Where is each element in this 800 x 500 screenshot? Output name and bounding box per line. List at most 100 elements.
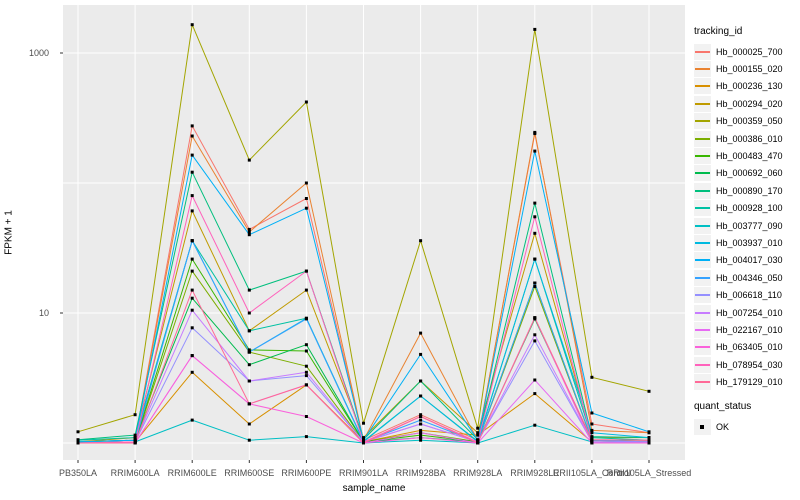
legend-key	[694, 200, 711, 217]
legend-key-line	[695, 189, 710, 192]
data-point	[304, 415, 308, 418]
legend-key-line	[695, 137, 710, 140]
data-point	[533, 201, 537, 205]
data-point	[362, 421, 365, 425]
legend-key	[694, 78, 711, 95]
legend-item: Hb_003777_090	[694, 217, 798, 234]
data-point	[419, 436, 423, 440]
legend-key-line	[695, 363, 710, 366]
quant-legend-label: OK	[716, 421, 730, 432]
data-point	[590, 422, 594, 426]
data-point	[304, 206, 308, 210]
legend-key	[694, 374, 711, 391]
legend-item: Hb_063405_010	[694, 339, 798, 356]
data-point	[304, 364, 308, 368]
legend-key	[694, 356, 711, 373]
data-point	[247, 348, 251, 352]
legend-item-label: Hb_000359_050	[716, 116, 783, 127]
data-point	[190, 170, 194, 174]
legend-key	[694, 269, 711, 286]
data-point	[533, 339, 537, 343]
data-point	[190, 194, 194, 198]
data-point	[647, 430, 651, 434]
data-point	[304, 343, 308, 347]
data-point	[476, 438, 480, 442]
data-point	[419, 438, 423, 442]
data-point	[533, 257, 537, 261]
data-point	[304, 435, 308, 439]
data-point	[190, 23, 194, 27]
x-tick-label: PB350LA	[58, 468, 98, 478]
data-point	[362, 436, 365, 440]
x-tick-label: RRIM928LA	[453, 468, 503, 478]
legend-key-line	[695, 276, 710, 279]
data-point	[533, 392, 537, 396]
data-point	[419, 352, 423, 356]
data-point	[590, 436, 594, 440]
x-tick-label: RRIM600LE	[167, 468, 217, 478]
legend-item-label: Hb_000236_130	[716, 81, 783, 92]
legend-item-label: Hb_078954_030	[716, 359, 783, 370]
data-point	[190, 269, 194, 273]
data-point	[133, 441, 137, 445]
legend-item-label: Hb_000890_170	[716, 185, 783, 196]
legend-item: Hb_006618_110	[694, 286, 798, 304]
legend-item-label: Hb_004346_050	[716, 272, 783, 283]
data-point	[247, 379, 251, 383]
legend-item: Hb_000890_170	[694, 182, 798, 199]
data-point	[590, 441, 594, 445]
data-point	[190, 209, 194, 213]
data-point	[533, 149, 537, 153]
data-point	[590, 438, 594, 442]
data-point	[304, 197, 308, 200]
data-point	[247, 233, 251, 237]
legend-item: Hb_004346_050	[694, 269, 798, 286]
y-tick-label: 10	[38, 307, 49, 318]
y-tick-label: 1000	[28, 47, 49, 58]
legend-item-label: Hb_000928_100	[716, 203, 783, 214]
legend-item-label: Hb_179129_010	[716, 377, 783, 388]
data-point	[190, 354, 194, 358]
x-axis-title: sample_name	[342, 483, 406, 494]
data-point	[647, 438, 651, 442]
legend-item-label: Hb_000386_010	[716, 133, 783, 144]
legend-key-line	[695, 224, 710, 227]
legend-title-tracking-id: tracking_id	[694, 26, 743, 37]
data-point	[76, 430, 80, 434]
data-point	[304, 100, 308, 104]
legend-key-line	[695, 328, 710, 331]
data-point	[647, 441, 651, 445]
data-point	[419, 431, 423, 435]
legend-item: Hb_007254_010	[694, 304, 798, 321]
y-axis-title: FPKM + 1	[3, 210, 15, 255]
legend-item: Hb_000155_020	[694, 60, 798, 78]
data-point	[590, 411, 594, 415]
legend-item: Hb_000928_100	[694, 200, 798, 217]
data-point	[533, 333, 537, 337]
data-point	[304, 349, 308, 353]
x-tick-label: RRII105LA_Control	[552, 468, 631, 478]
legend-key-line	[695, 68, 710, 71]
data-point	[304, 269, 308, 273]
legend-key-line	[695, 155, 710, 158]
legend-key	[694, 339, 711, 356]
panel-background	[63, 5, 685, 460]
legend-item-label: Hb_003937_010	[716, 237, 783, 248]
legend-key	[694, 95, 711, 112]
legend-key-line	[695, 120, 710, 123]
legend-key	[694, 321, 711, 338]
legend-key	[694, 252, 711, 269]
legend-key-line	[695, 346, 710, 349]
data-point	[419, 418, 423, 422]
data-point	[362, 438, 365, 442]
data-point	[476, 433, 480, 437]
x-tick-label: RRIM600LA	[110, 468, 160, 478]
data-point	[419, 415, 423, 418]
legend-item: Hb_000025_700	[694, 43, 798, 60]
legend-item-label: Hb_022167_010	[716, 324, 783, 335]
data-point	[419, 428, 423, 432]
x-tick-label: RRIM928LE	[510, 468, 560, 478]
data-point	[247, 329, 251, 333]
x-tick-label: RRIM600SE	[224, 468, 275, 478]
data-point	[533, 423, 537, 427]
